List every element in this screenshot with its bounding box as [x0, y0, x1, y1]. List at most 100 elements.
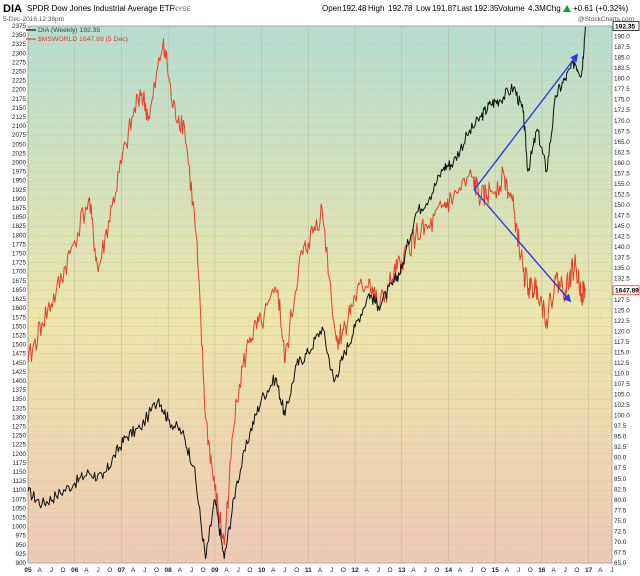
x-month-label: A [38, 567, 43, 574]
left-tick-label: 1425 [12, 369, 27, 376]
x-month-label: O [434, 567, 439, 574]
left-tick-label: 1050 [12, 505, 27, 512]
right-tick-label: 70.0 [614, 539, 627, 546]
left-tick-label: 1000 [12, 524, 27, 531]
left-tick-label: 1025 [12, 514, 27, 521]
x-month-label: O [574, 567, 579, 574]
brand-label: @StockCharts.com [578, 16, 634, 23]
left-tick-label: 1200 [12, 451, 27, 458]
x-month-label: J [50, 567, 53, 574]
x-year-label: 09 [211, 567, 219, 574]
right-tick-label: 72.5 [614, 528, 627, 535]
x-month-label: O [107, 567, 112, 574]
x-month-label: O [294, 567, 299, 574]
right-tick-label: 80.0 [614, 497, 627, 504]
x-axis: 05 A J O 06 A J O 07 A J O 08 A J O 09 A J O 10 A J O 11 A J O 12 A J O… [24, 567, 613, 574]
right-tick-label: 165.0 [614, 139, 630, 146]
right-axis: 65.0 67.5 70.0 72.5 75.0 77.5 80.0 82.5 85.0 87.5… [614, 23, 630, 567]
right-tick-label: 162.5 [614, 149, 630, 156]
msworld-last-value-box [612, 285, 640, 296]
volume-label: Volume [498, 4, 525, 13]
right-tick-label: 145.0 [614, 223, 630, 230]
right-tick-label: 177.5 [614, 86, 630, 93]
open-label: Open [322, 4, 342, 13]
x-year-label: 12 [351, 567, 359, 574]
x-month-label: A [178, 567, 183, 574]
left-tick-label: 2150 [12, 105, 27, 112]
left-axis: 900 925 950 975 1000 1025 1050 1075 1100 1125 1150… [12, 23, 27, 567]
dia-last-value-box [612, 21, 640, 32]
left-tick-label: 1675 [12, 278, 27, 285]
left-tick-label: 1700 [12, 269, 27, 276]
right-tick-label: 175.0 [614, 97, 630, 104]
x-year-label: 08 [165, 567, 173, 574]
right-tick-label: 157.5 [614, 170, 630, 177]
x-year-label: 16 [538, 567, 546, 574]
left-tick-label: 1450 [12, 360, 27, 367]
left-tick-label: 2225 [12, 78, 27, 85]
x-month-label: O [247, 567, 252, 574]
x-month-label: J [564, 567, 567, 574]
last-label: Last [457, 4, 473, 13]
left-tick-label: 950 [15, 542, 26, 549]
right-tick-label: 132.5 [614, 276, 630, 283]
right-tick-label: 185.0 [614, 55, 630, 62]
x-month-label: J [330, 567, 333, 574]
right-tick-label: 92.5 [614, 444, 627, 451]
left-tick-label: 1975 [12, 169, 27, 176]
left-tick-label: 1275 [12, 423, 27, 430]
left-tick-label: 1500 [12, 342, 27, 349]
right-tick-label: 77.5 [614, 507, 627, 514]
left-tick-label: 2300 [12, 50, 27, 57]
left-tick-label: 925 [15, 551, 26, 558]
right-tick-label: 187.5 [614, 44, 630, 51]
right-tick-label: 152.5 [614, 191, 630, 198]
right-tick-label: 87.5 [614, 465, 627, 472]
right-tick-label: 82.5 [614, 486, 627, 493]
right-tick-label: 160.0 [614, 160, 630, 167]
x-year-label: 15 [492, 567, 500, 574]
left-tick-label: 2250 [12, 69, 27, 76]
right-tick-label: 117.5 [614, 339, 630, 346]
left-tick-label: 2075 [12, 132, 27, 139]
left-tick-label: 1400 [12, 378, 27, 385]
left-tick-label: 1300 [12, 414, 27, 421]
left-tick-label: 1550 [12, 323, 27, 330]
right-tick-label: 155.0 [614, 181, 630, 188]
left-tick-label: 1775 [12, 241, 27, 248]
x-month-label: J [237, 567, 240, 574]
left-tick-label: 1525 [12, 332, 27, 339]
left-tick-label: 2350 [12, 32, 27, 39]
right-tick-label: 85.0 [614, 476, 627, 483]
high-value: 192.78 [388, 4, 413, 13]
x-month-label: O [61, 567, 66, 574]
right-tick-label: 125.0 [614, 307, 630, 314]
dia-last-value: 192.35 [615, 24, 636, 31]
left-tick-label: 1150 [12, 469, 26, 476]
x-year-label: 07 [118, 567, 126, 574]
x-month-label: J [96, 567, 99, 574]
right-tick-label: 147.5 [614, 213, 630, 220]
right-tick-label: 172.5 [614, 107, 630, 114]
right-tick-label: 182.5 [614, 65, 630, 72]
left-tick-label: 1075 [12, 496, 27, 503]
up-triangle-icon [563, 5, 571, 12]
left-tick-label: 2050 [12, 141, 27, 148]
x-year-label: 14 [445, 567, 453, 574]
x-month-label: O [528, 567, 533, 574]
left-tick-label: 1825 [12, 223, 27, 230]
low-value: 191.87 [432, 4, 457, 13]
trend-arrow-down [473, 189, 572, 303]
x-month-label: A [598, 567, 603, 574]
left-tick-label: 1875 [12, 205, 27, 212]
x-month-label: J [377, 567, 380, 574]
x-month-label: O [388, 567, 393, 574]
left-tick-label: 2325 [12, 41, 27, 48]
right-tick-label: 150.0 [614, 202, 630, 209]
exchange-label: NYSE [173, 6, 191, 13]
left-tick-label: 2100 [12, 123, 27, 130]
right-tick-label: 170.0 [614, 118, 630, 125]
right-tick-label: 112.5 [614, 360, 630, 367]
left-tick-label: 1925 [12, 187, 27, 194]
